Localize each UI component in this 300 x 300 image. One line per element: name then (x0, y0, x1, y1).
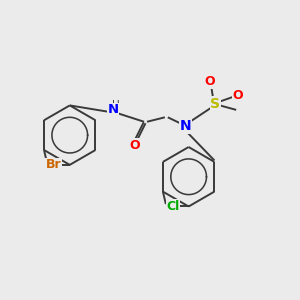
Text: H: H (112, 100, 120, 110)
Text: N: N (180, 119, 191, 133)
Text: S: S (210, 97, 220, 111)
Text: O: O (204, 75, 215, 88)
Text: N: N (107, 103, 118, 116)
Text: Br: Br (46, 158, 61, 171)
Text: O: O (232, 88, 243, 101)
Text: O: O (129, 139, 140, 152)
Text: Cl: Cl (167, 200, 180, 213)
